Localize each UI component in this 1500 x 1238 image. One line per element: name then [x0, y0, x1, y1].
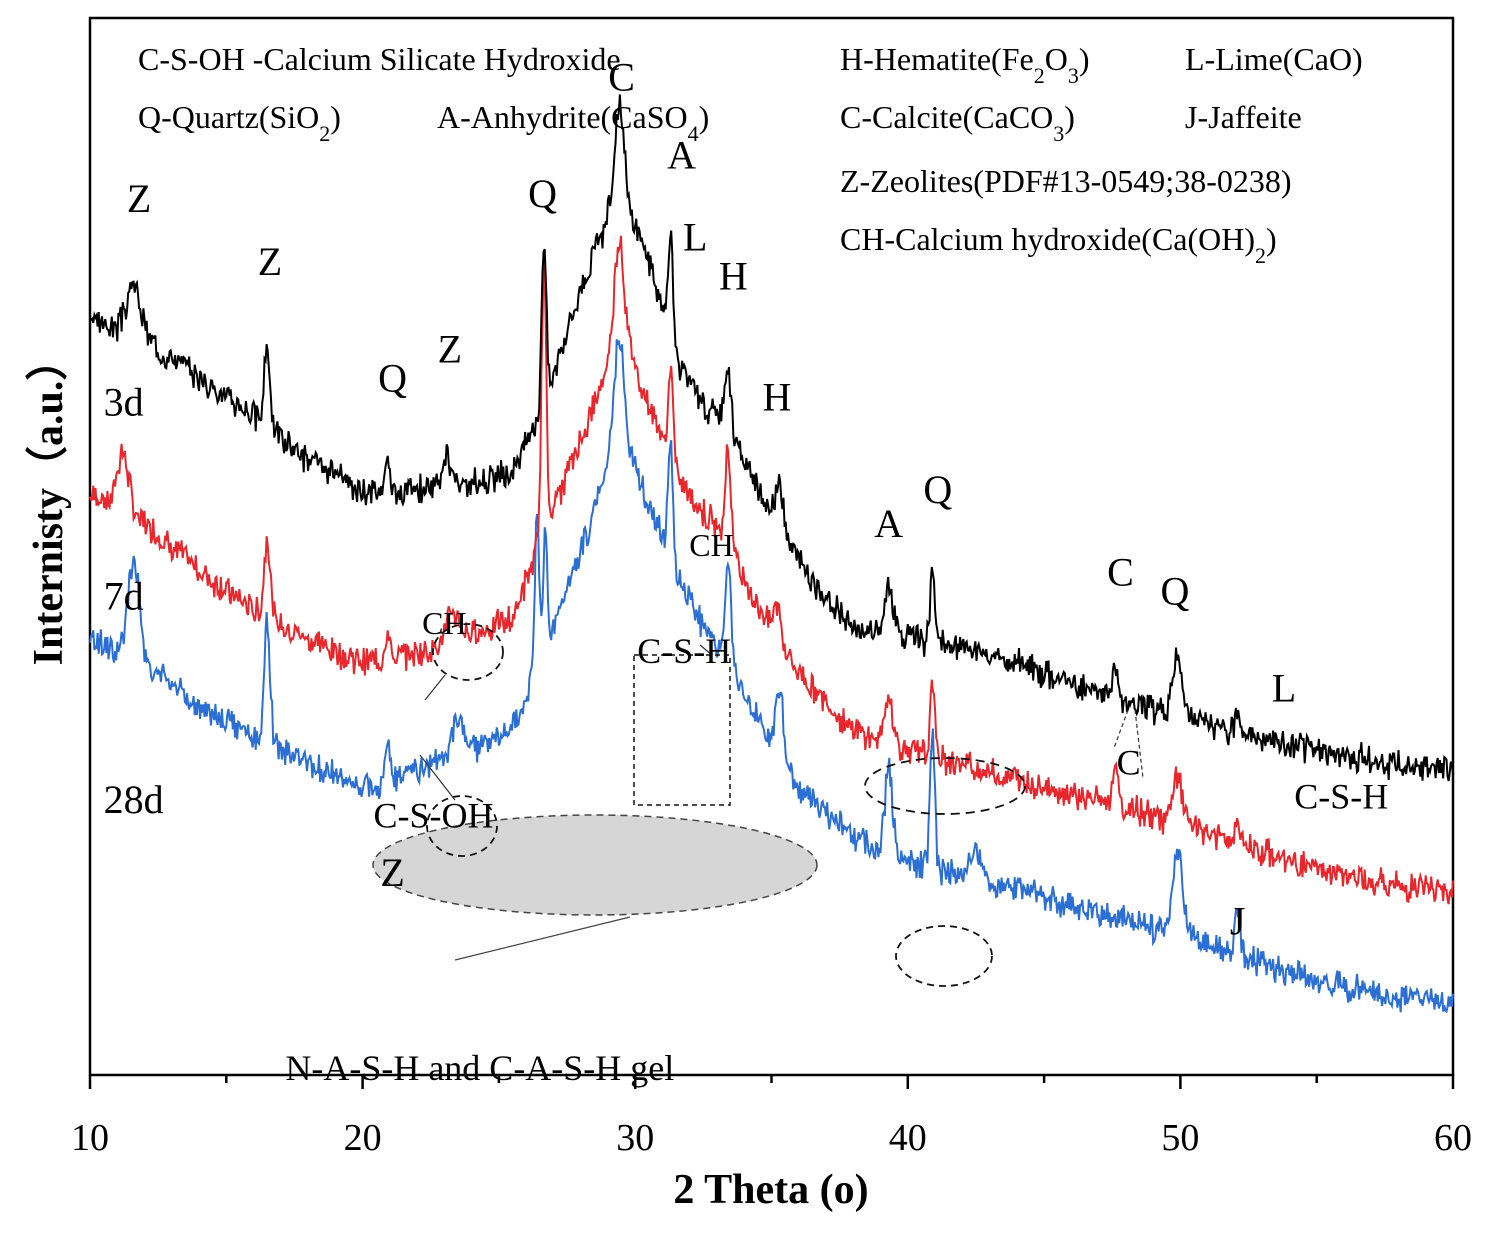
annotation-ch-7d: CH	[422, 605, 466, 641]
peak-label-Q-11: Q	[923, 467, 952, 512]
gel-ellipse	[372, 814, 818, 916]
peak-label-Q-2: Q	[378, 355, 407, 400]
annotation-c-7d: C	[1117, 742, 1141, 782]
axes-layer: 10 20 30 40 50 60	[71, 1075, 1472, 1159]
annotation-gel: N-A-S-H and C-A-S-H gel	[285, 1048, 674, 1088]
low-circle	[895, 925, 993, 987]
peak-label-H-9: H	[763, 375, 792, 420]
legend-anhydrite: A-Anhydrite(CaSO4)	[437, 99, 709, 146]
x-tick-label-60: 60	[1434, 1117, 1472, 1159]
annotation-csoh: C-S-OH	[373, 796, 493, 836]
series-layer	[89, 94, 1454, 1014]
series-3d	[89, 94, 1454, 782]
x-axis-title: 2 Theta (o)	[673, 1167, 868, 1213]
peak-label-Q-4: Q	[528, 171, 557, 216]
csh-box	[633, 654, 731, 806]
x-tick-label-20: 20	[344, 1117, 382, 1159]
peak-label-Q-13: Q	[1161, 569, 1190, 614]
y-axis-title: Internisty（a.u.）	[25, 339, 72, 666]
sample-label-28d: 28d	[104, 777, 164, 822]
peak-label-J-15: J	[1230, 898, 1246, 943]
legend-quartz: Q-Quartz(SiO2)	[138, 99, 341, 146]
x-tick-label-50: 50	[1161, 1117, 1199, 1159]
legend-jaffeite: J-Jaffeite	[1185, 99, 1302, 135]
peak-label-A-10: A	[874, 501, 903, 546]
legend-hematite: H-Hematite(Fe2O3)	[840, 41, 1089, 88]
legend-lime: L-Lime(CaO)	[1185, 41, 1363, 77]
mid-circle	[864, 757, 1026, 815]
annotation-ch-33: CH	[689, 527, 733, 563]
peak-label-L-7: L	[683, 215, 707, 260]
x-tick-label-10: 10	[71, 1117, 109, 1159]
gel-leader	[454, 916, 631, 961]
peak-label-Z-1: Z	[258, 239, 282, 284]
sample-label-3d: 3d	[104, 380, 144, 425]
csoh-leader-1	[424, 674, 446, 701]
c-leader-2	[1134, 709, 1144, 779]
peak-label-C-5: C	[608, 55, 635, 100]
annotation-csh-right: C-S-H	[1294, 776, 1388, 816]
csoh-leader-2	[419, 754, 456, 801]
series-7d	[89, 235, 1454, 905]
legend-layer: C-S-OH -Calcium Silicate Hydroxide H-Hema…	[138, 41, 1363, 268]
overlay-layer	[372, 623, 1144, 987]
legend-zeolites: Z-Zeolites(PDF#13-0549;38-0238)	[840, 163, 1292, 199]
sample-label-7d: 7d	[104, 574, 144, 619]
peak-label-Z-16: Z	[380, 850, 404, 895]
peak-label-Z-3: Z	[438, 326, 462, 371]
series-28d	[89, 339, 1454, 1014]
peak-label-H-8: H	[719, 254, 748, 299]
csh-box-leader	[699, 644, 713, 656]
annotation-csh-box: C-S-H	[637, 631, 731, 671]
peak-label-A-6: A	[667, 132, 696, 177]
peak-label-L-14: L	[1272, 666, 1296, 711]
x-tick-label-30: 30	[616, 1117, 654, 1159]
ch-circle	[432, 623, 504, 681]
x-tick-label-40: 40	[889, 1117, 927, 1159]
peak-label-C-12: C	[1107, 549, 1134, 594]
legend-csoh: C-S-OH -Calcium Silicate Hydroxide	[138, 41, 621, 77]
legend-calcite: C-Calcite(CaCO3)	[840, 99, 1075, 146]
peak-label-Z-0: Z	[127, 176, 151, 221]
csoh-circle	[426, 795, 498, 857]
legend-ch: CH-Calcium hydroxide(Ca(OH)2)	[840, 221, 1277, 268]
